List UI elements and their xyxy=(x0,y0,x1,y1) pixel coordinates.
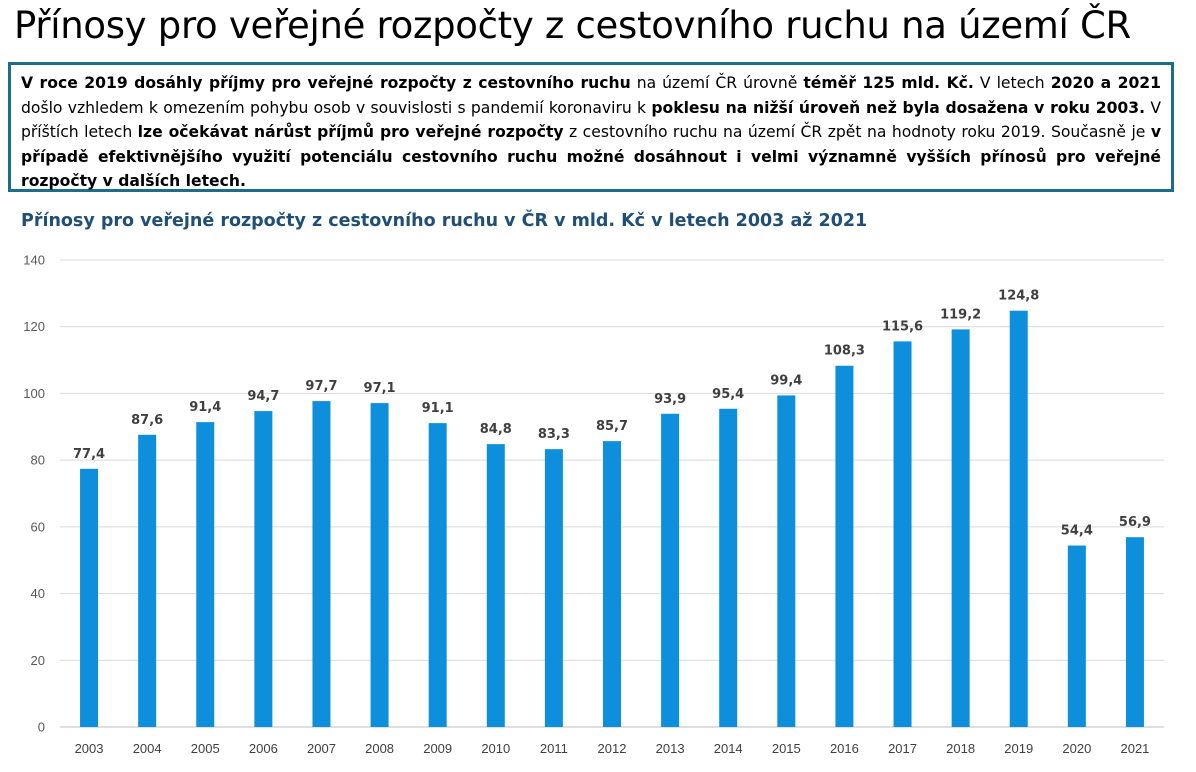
summary-segment: V letech xyxy=(973,74,1051,92)
chart-title: Přínosy pro veřejné rozpočty z cestovníh… xyxy=(21,211,868,231)
bar xyxy=(196,422,215,727)
summary-box: V roce 2019 dosáhly příjmy pro veřejné r… xyxy=(8,62,1174,192)
bar xyxy=(370,403,389,727)
data-label: 119,2 xyxy=(940,307,981,322)
data-label: 97,7 xyxy=(305,379,337,394)
x-tick-label: 2015 xyxy=(772,741,801,756)
bar xyxy=(486,444,505,727)
x-tick-label: 2016 xyxy=(830,741,859,756)
summary-segment: z cestovního ruchu na území ČR zpět na h… xyxy=(563,123,1151,142)
data-label: 97,1 xyxy=(364,381,396,396)
bar xyxy=(80,468,99,727)
data-label: 124,8 xyxy=(998,289,1039,304)
x-tick-label: 2010 xyxy=(481,741,510,756)
y-tick-label: 140 xyxy=(23,253,45,268)
x-tick-label: 2007 xyxy=(307,741,336,756)
summary-segment: V roce 2019 dosáhly příjmy pro veřejné r… xyxy=(21,74,631,92)
data-label: 56,9 xyxy=(1119,515,1151,530)
data-label: 115,6 xyxy=(882,319,923,334)
x-tick-label: 2008 xyxy=(365,741,394,756)
x-tick-label: 2012 xyxy=(598,741,627,756)
bar xyxy=(835,365,854,727)
bar xyxy=(138,434,157,727)
summary-segment: poklesu na nižší úroveň než byla dosažen… xyxy=(651,98,1146,117)
bar xyxy=(1009,310,1028,727)
bar xyxy=(893,341,912,727)
summary-segment: lze očekávat nárůst příjmů pro veřejné r… xyxy=(137,123,564,142)
data-label: 87,6 xyxy=(131,413,163,428)
page-title: Přínosy pro veřejné rozpočty z cestovníh… xyxy=(14,4,1131,47)
bar xyxy=(254,411,273,727)
data-label: 93,9 xyxy=(654,392,686,407)
data-label: 108,3 xyxy=(824,344,865,359)
x-tick-label: 2004 xyxy=(133,741,162,756)
y-tick-label: 20 xyxy=(31,653,45,668)
bar xyxy=(1067,545,1086,727)
data-label: 99,4 xyxy=(770,373,802,388)
summary-segment: V příštích letech xyxy=(21,98,1161,142)
x-tick-label: 2014 xyxy=(714,741,743,756)
bar xyxy=(777,395,796,727)
x-tick-label: 2005 xyxy=(191,741,220,756)
y-tick-label: 60 xyxy=(31,519,45,534)
bar xyxy=(603,441,621,727)
x-tick-label: 2013 xyxy=(656,741,685,756)
x-tick-label: 2019 xyxy=(1004,741,1033,756)
x-tick-label: 2006 xyxy=(249,741,278,756)
bar xyxy=(428,423,447,727)
data-label: 85,7 xyxy=(596,419,628,434)
summary-segment: 2020 a 2021 xyxy=(1050,74,1161,92)
x-tick-label: 2003 xyxy=(75,741,104,756)
data-label: 91,4 xyxy=(189,400,221,415)
bar xyxy=(1125,537,1144,727)
summary-segment: v případě efektivnějšího využití potenci… xyxy=(21,123,1161,191)
data-label: 84,8 xyxy=(480,422,512,437)
x-tick-label: 2017 xyxy=(888,741,917,756)
summary-segment: na území ČR úrovně xyxy=(630,74,804,92)
summary-segment: téměř 125 mld. Kč. xyxy=(803,74,974,92)
y-tick-label: 80 xyxy=(31,453,45,468)
data-label: 77,4 xyxy=(73,447,105,462)
bar xyxy=(544,449,563,727)
data-label: 94,7 xyxy=(247,389,279,404)
bar xyxy=(661,413,680,727)
data-label: 91,1 xyxy=(422,401,454,416)
bar xyxy=(951,329,970,727)
bar xyxy=(719,408,738,727)
x-tick-label: 2020 xyxy=(1062,741,1091,756)
summary-segment: došlo vzhledem k omezením pohybu osob v … xyxy=(21,98,652,117)
x-tick-label: 2018 xyxy=(946,741,975,756)
bar xyxy=(312,401,331,727)
y-tick-label: 40 xyxy=(31,586,45,601)
data-label: 95,4 xyxy=(712,387,744,402)
data-label: 83,3 xyxy=(538,427,570,442)
y-tick-label: 0 xyxy=(38,720,45,735)
y-tick-label: 120 xyxy=(23,319,45,334)
bar-chart: 0 20 40 60 80 100 120 140 77,4 2003 87,6 2004 91,4 20… xyxy=(23,253,1164,756)
x-tick-label: 2011 xyxy=(540,741,568,756)
x-tick-label: 2009 xyxy=(423,741,452,756)
y-tick-label: 100 xyxy=(23,386,45,401)
x-tick-label: 2021 xyxy=(1120,741,1149,756)
data-label: 54,4 xyxy=(1061,524,1093,539)
